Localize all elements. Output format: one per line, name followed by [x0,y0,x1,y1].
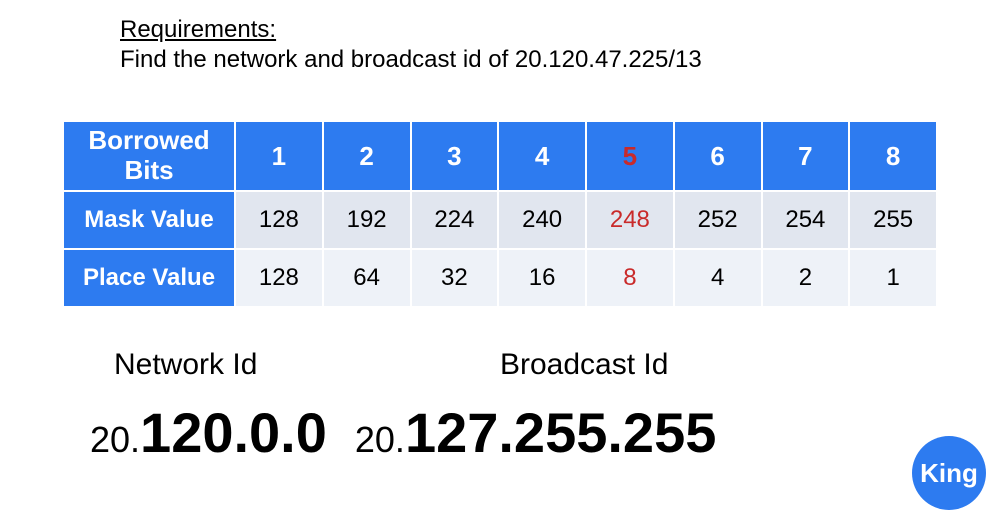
cell: 192 [323,191,411,249]
col-header: 2 [323,121,411,191]
cell: 1 [849,249,937,307]
requirements-label: Requirements: [120,16,702,44]
col-header-highlight: 5 [586,121,674,191]
answers-section: Network Id Broadcast Id 20.120.0.0 20.12… [90,348,910,465]
cell: 16 [498,249,586,307]
col-header: 6 [674,121,762,191]
cell: 252 [674,191,762,249]
col-header: 1 [235,121,323,191]
header-line1: Borrowed [64,126,234,156]
col-header: 4 [498,121,586,191]
cell: 128 [235,191,323,249]
row-label-place: Place Value [63,249,235,307]
table-row: Mask Value 128 192 224 240 248 252 254 2… [63,191,937,249]
cell-highlight: 248 [586,191,674,249]
header-line2: Bits [64,156,234,186]
cell: 64 [323,249,411,307]
table-row: Place Value 128 64 32 16 8 4 2 1 [63,249,937,307]
network-prefix: 20. [90,419,140,461]
cell: 255 [849,191,937,249]
col-header: 8 [849,121,937,191]
cell: 240 [498,191,586,249]
cell: 254 [762,191,850,249]
network-id-value: 20.120.0.0 [90,400,327,465]
cell: 4 [674,249,762,307]
king-logo: King [912,436,986,510]
col-header: 3 [411,121,499,191]
cell: 32 [411,249,499,307]
header-borrowed-bits: Borrowed Bits [63,121,235,191]
cell: 128 [235,249,323,307]
cell-highlight: 8 [586,249,674,307]
broadcast-id-value: 20.127.255.255 [355,400,716,465]
broadcast-id-label: Broadcast Id [460,348,668,382]
requirements-heading: Requirements: Find the network and broad… [120,16,702,74]
logo-text: King [920,458,978,489]
cell: 224 [411,191,499,249]
broadcast-prefix: 20. [355,419,405,461]
requirements-text: Find the network and broadcast id of 20.… [120,46,702,74]
bits-table: Borrowed Bits 1 2 3 4 5 6 7 8 Mask Value… [62,120,938,308]
network-id-label: Network Id [90,348,460,382]
col-header: 7 [762,121,850,191]
broadcast-main: 127.255.255 [405,400,716,465]
subnet-table: Borrowed Bits 1 2 3 4 5 6 7 8 Mask Value… [62,120,938,308]
network-main: 120.0.0 [140,400,327,465]
row-label-mask: Mask Value [63,191,235,249]
cell: 2 [762,249,850,307]
